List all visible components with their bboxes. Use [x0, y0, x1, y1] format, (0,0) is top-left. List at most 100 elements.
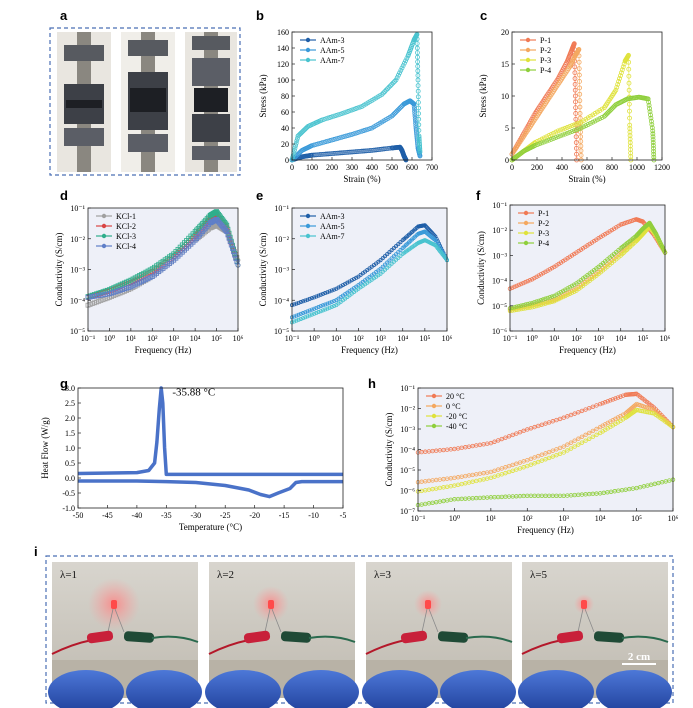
y-tick-label: 10⁻¹ [274, 204, 289, 213]
x-tick-label: 0 [290, 163, 294, 172]
right-glove [440, 670, 516, 708]
data-point [583, 438, 588, 443]
data-point [543, 301, 548, 306]
data-point [618, 394, 623, 399]
data-point [316, 293, 321, 298]
data-point [298, 300, 303, 305]
data-point [579, 408, 585, 414]
data-point [329, 288, 334, 293]
y-tick-label: 10⁻³ [400, 425, 415, 434]
data-point [647, 106, 652, 111]
legend-entry: 20 °C [446, 392, 465, 401]
data-point [548, 136, 554, 142]
data-point [562, 131, 568, 137]
data-point [398, 248, 403, 253]
data-point [628, 150, 634, 156]
data-point [414, 36, 420, 42]
data-point [492, 439, 497, 444]
y-tick-label: 15 [501, 60, 509, 69]
data-point [395, 72, 401, 78]
data-point [323, 291, 328, 296]
y-axis-label: Heat Flow (W/g) [40, 417, 50, 478]
data-point [558, 295, 564, 301]
led-bulb [425, 600, 431, 609]
legend-swatch-marker [431, 413, 437, 419]
data-point [294, 318, 299, 323]
legend-swatch-marker [525, 67, 531, 73]
data-point [597, 401, 603, 407]
data-point [578, 143, 584, 149]
panel-label-g: g [60, 376, 68, 391]
data-point [618, 73, 623, 79]
led-lead [114, 608, 125, 633]
data-point [312, 295, 317, 300]
x-tick-label: 200 [326, 163, 338, 172]
data-point [298, 316, 303, 321]
data-point [568, 440, 574, 445]
data-point [585, 122, 591, 127]
data-point [546, 455, 552, 461]
data-point [560, 126, 566, 132]
lambda-label: λ=3 [374, 569, 392, 581]
data-point [572, 76, 578, 81]
y-axis-label: Conductivity (S/cm) [384, 413, 394, 487]
data-point [225, 232, 231, 238]
green-clip [280, 631, 312, 643]
x-tick-label: 600 [406, 163, 418, 172]
data-point [546, 449, 552, 455]
data-point [398, 240, 403, 245]
data-point [619, 67, 625, 73]
x-tick-label: 800 [606, 163, 618, 172]
data-point [224, 229, 230, 234]
x-tick-label: 10¹ [126, 334, 137, 343]
series-b-AAm-3 [289, 144, 409, 163]
data-point [307, 296, 312, 301]
data-point [554, 292, 559, 297]
data-point [394, 252, 399, 257]
y-tick-label: 3.0 [65, 384, 75, 393]
legend-entry: AAm-3 [320, 212, 344, 221]
y-tick-label: 10⁻⁴ [400, 446, 415, 455]
x-tick-label: 400 [366, 163, 378, 172]
legend-swatch-marker [431, 403, 437, 409]
legend-entry: KCl-2 [116, 222, 136, 231]
data-point [550, 448, 555, 453]
data-point [301, 299, 306, 304]
data-point [548, 131, 554, 137]
x-tick-label: 10² [522, 514, 533, 523]
tensile-photo-1 [57, 32, 111, 172]
data-point [503, 435, 508, 440]
data-point [563, 293, 568, 299]
data-point [416, 135, 422, 141]
x-tick-label: 10² [353, 334, 364, 343]
data-point [573, 145, 579, 151]
data-point [303, 310, 308, 315]
legend-swatch-marker [305, 37, 311, 43]
x-tick-label: 10⁻¹ [503, 334, 518, 343]
data-point [416, 139, 422, 145]
data-point [385, 260, 390, 265]
data-point [573, 116, 579, 122]
x-tick-label: 10⁻¹ [411, 514, 426, 523]
x-tick-label: 10⁰ [449, 514, 460, 523]
legend-entry: P-3 [540, 56, 551, 65]
data-point [332, 287, 337, 292]
data-point [556, 296, 561, 302]
data-point [387, 263, 392, 268]
data-point [568, 446, 574, 451]
y-tick-label: 10 [501, 92, 509, 101]
data-point [514, 283, 519, 289]
data-point [594, 432, 599, 438]
data-point [229, 245, 235, 251]
data-point [546, 137, 552, 143]
data-point [628, 147, 633, 152]
data-point [573, 99, 578, 105]
legend-swatch-marker [431, 423, 437, 429]
series-e-AAm-7 [289, 238, 449, 325]
data-point [558, 289, 564, 295]
data-point [651, 151, 657, 157]
x-axis-label: Strain (%) [343, 174, 380, 184]
data-point [231, 249, 236, 255]
data-point [651, 154, 657, 160]
